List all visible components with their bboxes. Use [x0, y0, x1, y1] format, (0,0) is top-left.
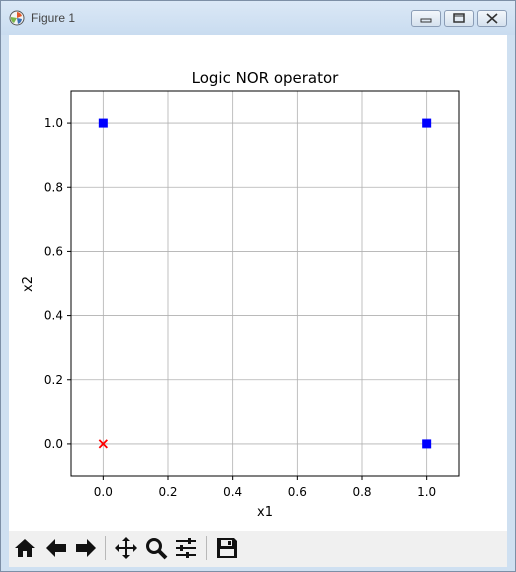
- x-tick-label: 1.0: [417, 485, 436, 499]
- axis-ticks: 0.0 0.2 0.4 0.6 0.8 1.0 0.0 0.2 0.4 0.6 0.8 1.0: [44, 116, 436, 499]
- x-axis-label: x1: [257, 505, 273, 520]
- minimize-button[interactable]: [411, 10, 441, 27]
- close-icon: [486, 13, 498, 24]
- toolbar-separator: [105, 536, 106, 560]
- square-marker: [422, 439, 432, 449]
- home-button[interactable]: [11, 534, 39, 562]
- x-tick-label: 0.0: [94, 485, 113, 499]
- subplots-configure-icon: [176, 538, 196, 558]
- pan-button[interactable]: [112, 534, 140, 562]
- home-icon: [15, 539, 35, 557]
- chart-title: Logic NOR operator: [192, 69, 340, 87]
- x-tick-label: 0.4: [223, 485, 242, 499]
- save-icon: [217, 538, 237, 558]
- x-tick-label: 0.6: [288, 485, 307, 499]
- x-tick-label: 0.8: [352, 485, 371, 499]
- window-title: Figure 1: [31, 11, 76, 25]
- restore-button[interactable]: [444, 10, 474, 27]
- plot-svg: Logic NOR operator 0.0 0.2 0.4 0.6 0.8 1.00.0…: [21, 69, 460, 520]
- configure-subplots-button[interactable]: [172, 534, 200, 562]
- forward-button[interactable]: [72, 534, 100, 562]
- y-tick-label: 0.4: [44, 309, 63, 323]
- y-tick-label: 1.0: [44, 116, 63, 130]
- axes-frame: [70, 90, 460, 477]
- y-tick-label: 0.0: [44, 437, 63, 451]
- back-button[interactable]: [42, 534, 70, 562]
- zoom-button[interactable]: [142, 534, 170, 562]
- grid-lines: [71, 91, 459, 476]
- x-marker: [98, 439, 108, 449]
- x-tick-label: 0.2: [158, 485, 177, 499]
- y-tick-label: 0.8: [44, 180, 63, 194]
- square-marker: [422, 118, 432, 128]
- minimize-icon: [420, 18, 432, 23]
- square-marker: [98, 118, 108, 128]
- back-arrow-icon: [46, 539, 66, 557]
- matplotlib-app-icon: [9, 10, 25, 26]
- forward-arrow-icon: [76, 539, 96, 557]
- title-bar: Figure 1: [1, 1, 515, 35]
- navigation-toolbar: [9, 531, 507, 567]
- zoom-icon: [146, 538, 168, 560]
- pan-icon: [115, 537, 137, 559]
- figure-canvas[interactable]: Logic NOR operator 0.0 0.2 0.4 0.6 0.8 1.0 0.0…: [9, 35, 507, 531]
- data-marks: [98, 118, 432, 449]
- y-tick-label: 0.2: [44, 373, 63, 387]
- restore-icon: [453, 13, 465, 23]
- y-tick-label: 0.6: [44, 244, 63, 258]
- y-axis-label: x2: [21, 276, 36, 292]
- close-button[interactable]: [477, 10, 507, 27]
- toolbar-separator: [206, 536, 207, 560]
- save-button[interactable]: [213, 534, 241, 562]
